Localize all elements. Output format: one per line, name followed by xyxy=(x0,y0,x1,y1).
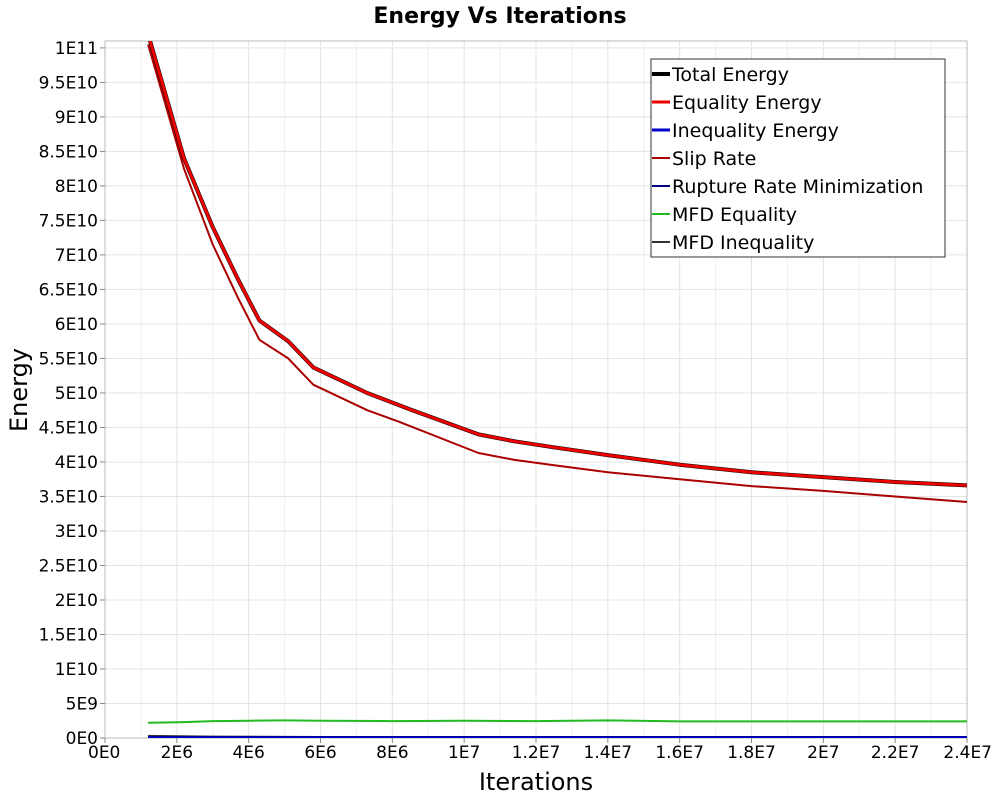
x-axis-label: Iterations xyxy=(479,768,593,796)
y-tick-label: 4E10 xyxy=(55,453,98,473)
legend-label-rupture-rate-minimization: Rupture Rate Minimization xyxy=(672,176,923,198)
y-tick-label: 5E10 xyxy=(55,384,98,404)
y-tick-label: 1.5E10 xyxy=(39,625,98,645)
x-tick-label: 1E7 xyxy=(448,743,480,763)
y-tick-label: 1E11 xyxy=(55,39,98,59)
y-tick-label: 6E10 xyxy=(55,315,98,335)
y-axis-ticks: 0E0 5E9 1E10 1.5E10 2E10 2.5E10 3E10 3.5E10 4E10… xyxy=(39,39,105,749)
y-tick-label: 2E10 xyxy=(55,591,98,611)
legend-label-slip-rate: Slip Rate xyxy=(672,148,756,170)
x-tick-label: 1.4E7 xyxy=(584,743,633,763)
y-tick-label: 0E0 xyxy=(66,729,98,749)
y-tick-label: 9.5E10 xyxy=(39,73,98,93)
x-tick-label: 1.2E7 xyxy=(512,743,561,763)
y-tick-label: 7.5E10 xyxy=(39,211,98,231)
series-line-slip-rate xyxy=(147,44,967,503)
y-tick-label: 7E10 xyxy=(55,246,98,266)
legend-label-inequality-energy: Inequality Energy xyxy=(672,120,839,142)
y-tick-label: 4.5E10 xyxy=(39,418,98,438)
series-line-mfd-equality xyxy=(148,719,967,724)
series-line-equality-energy xyxy=(148,41,967,487)
x-tick-label: 0E0 xyxy=(88,743,120,763)
x-tick-label: 2.2E7 xyxy=(871,743,920,763)
x-axis-ticks: 0E0 2E6 4E6 6E6 8E6 1E7 1.2E7 1.4E7 1.6E7 1.8E7 2E… xyxy=(88,738,992,763)
legend: Total Energy Equality Energy Inequality En… xyxy=(650,58,946,258)
y-tick-label: 5E9 xyxy=(66,694,98,714)
y-tick-label: 1E10 xyxy=(55,660,98,680)
y-tick-label: 5.5E10 xyxy=(39,349,98,369)
chart-title: Energy Vs Iterations xyxy=(373,4,626,29)
y-tick-label: 8.5E10 xyxy=(39,142,98,162)
legend-label-mfd-equality: MFD Equality xyxy=(672,204,797,226)
y-tick-label: 3E10 xyxy=(55,522,98,542)
series-lines xyxy=(147,41,967,738)
y-tick-label: 8E10 xyxy=(55,177,98,197)
legend-label-mfd-inequality: MFD Inequality xyxy=(672,232,814,254)
x-tick-label: 2E7 xyxy=(807,743,839,763)
x-tick-label: 1.6E7 xyxy=(655,743,704,763)
legend-label-total-energy: Total Energy xyxy=(671,64,789,86)
y-tick-label: 9E10 xyxy=(55,108,98,128)
y-tick-label: 6.5E10 xyxy=(39,280,98,300)
x-tick-label: 8E6 xyxy=(376,743,408,763)
x-tick-label: 2E6 xyxy=(161,743,193,763)
y-tick-label: 3.5E10 xyxy=(39,487,98,507)
x-tick-label: 4E6 xyxy=(232,743,264,763)
legend-label-equality-energy: Equality Energy xyxy=(672,92,822,114)
x-tick-label: 6E6 xyxy=(304,743,336,763)
x-tick-label: 1.8E7 xyxy=(727,743,776,763)
y-tick-label: 2.5E10 xyxy=(39,556,98,576)
x-tick-label: 2.4E7 xyxy=(943,743,992,763)
y-axis-label: Energy xyxy=(5,348,33,432)
legend-box xyxy=(650,58,946,258)
